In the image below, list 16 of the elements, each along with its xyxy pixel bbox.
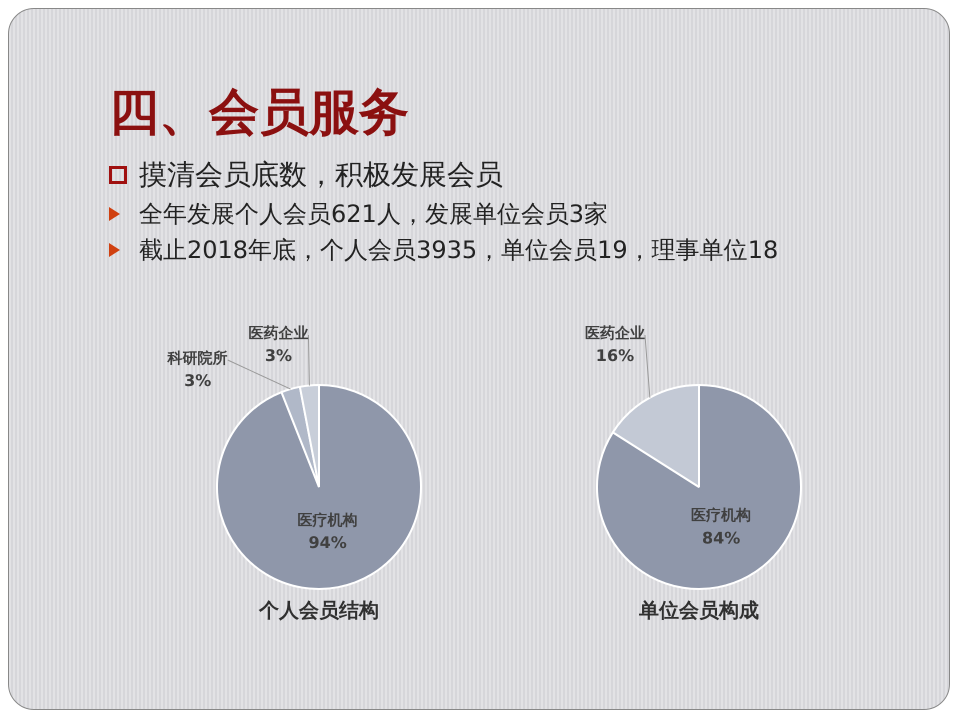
slice-label: 科研院所 xyxy=(166,348,228,367)
text: 截止2018年底，个人会员3935，单位会员19，理事单位18 xyxy=(138,235,780,266)
slice-label: 医药企业 xyxy=(248,324,308,342)
data-label: 3% xyxy=(264,346,292,366)
text: 个人会员结构 xyxy=(258,598,379,622)
slice-label: 医药企业 xyxy=(584,324,645,342)
data-label: 84% xyxy=(702,528,740,548)
text: 四、会员服务 xyxy=(109,82,410,143)
data-label: 16% xyxy=(596,346,634,366)
data-label: 94% xyxy=(308,533,347,552)
text: 单位会员构成 xyxy=(638,598,759,622)
slice-label: 医疗机构 xyxy=(691,506,752,524)
slice-label: 医疗机构 xyxy=(298,510,358,529)
data-label: 3% xyxy=(184,371,212,390)
text: 全年发展个人会员621人，发展单位会员3家 xyxy=(138,199,610,230)
text: 摸清会员底数，积极发展会员 xyxy=(138,157,504,193)
